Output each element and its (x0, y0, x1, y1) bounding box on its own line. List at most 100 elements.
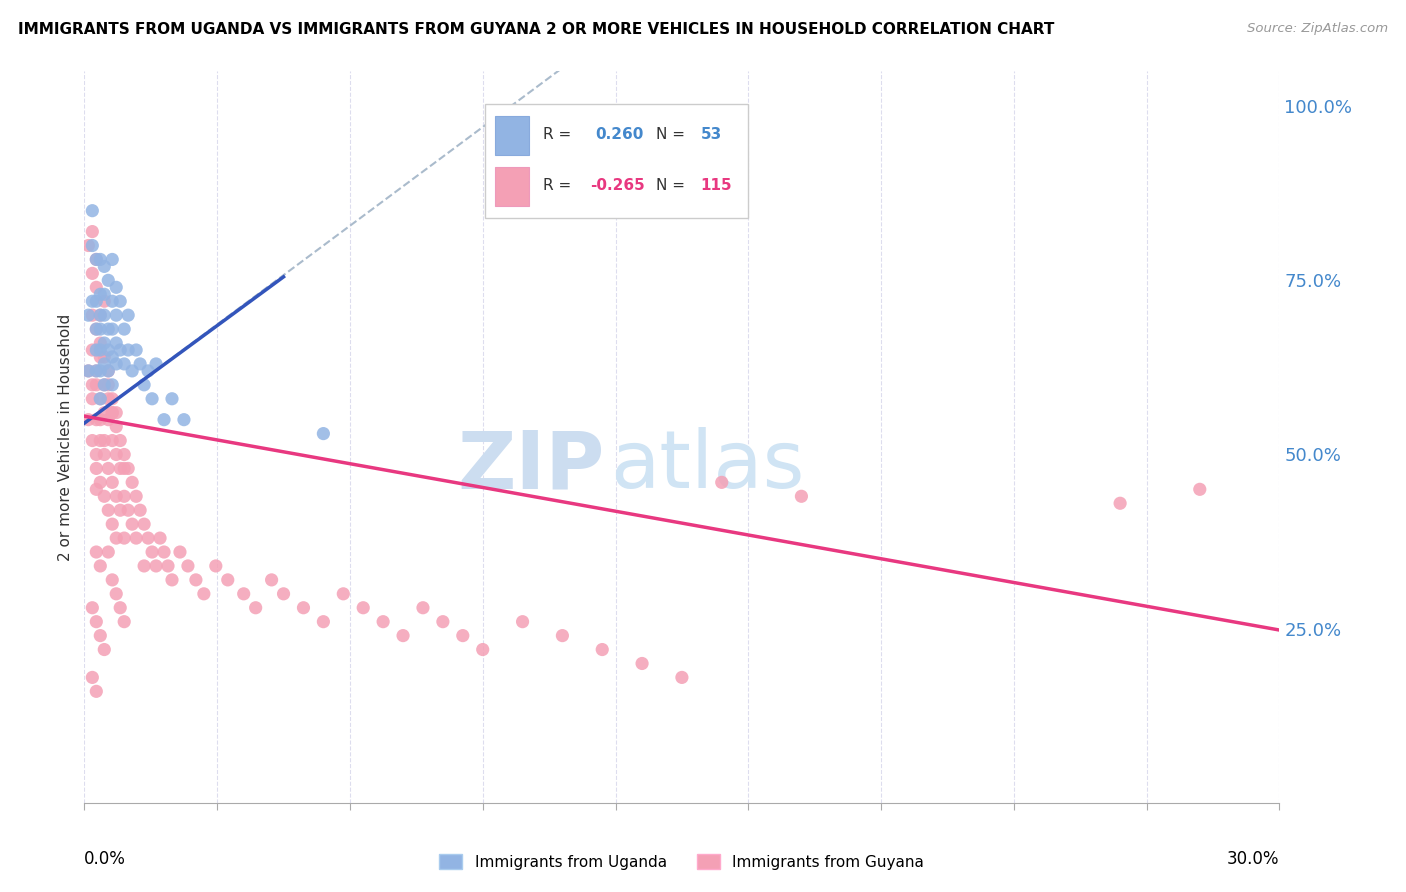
Point (232, 587, 254, 601)
Point (373, 615, 395, 629)
Point (121, 475, 143, 490)
Point (89, 558, 111, 573)
Point (82, 343, 104, 357)
Point (169, 545, 191, 559)
Point (292, 600, 315, 615)
Point (132, 558, 156, 573)
Point (86, 252, 108, 267)
Point (101, 517, 124, 532)
Point (112, 357, 135, 371)
Point (89, 412, 111, 426)
Point (1109, 496, 1132, 510)
Text: ZIP: ZIP (457, 427, 605, 506)
Point (89, 252, 111, 267)
Point (97, 322, 120, 336)
Point (86, 322, 108, 336)
Point (77, 238, 100, 252)
Point (112, 615, 135, 629)
Point (112, 448, 135, 462)
Point (101, 434, 124, 448)
Point (93, 406, 115, 420)
Point (101, 406, 124, 420)
Point (132, 377, 156, 392)
Point (105, 587, 128, 601)
Point (86, 448, 108, 462)
Text: 0.0%: 0.0% (84, 850, 127, 868)
Point (110, 600, 132, 615)
Point (136, 531, 159, 545)
Point (392, 629, 415, 643)
Point (432, 615, 454, 629)
Point (149, 531, 172, 545)
Point (110, 503, 132, 517)
Point (77, 412, 100, 426)
Point (129, 503, 152, 517)
Point (97, 503, 120, 517)
Point (89, 350, 111, 364)
Point (89, 336, 111, 351)
Point (86, 364, 108, 378)
Point (93, 287, 115, 301)
Point (160, 392, 183, 406)
Point (82, 377, 104, 392)
Point (117, 461, 139, 475)
Point (121, 517, 143, 532)
Point (97, 273, 120, 287)
Point (93, 308, 115, 322)
Point (105, 489, 128, 503)
Point (112, 489, 135, 503)
Point (671, 670, 693, 684)
Point (86, 364, 108, 378)
Point (117, 343, 139, 357)
Point (117, 308, 139, 322)
Point (125, 531, 148, 545)
Point (551, 629, 574, 643)
Point (97, 412, 120, 426)
Point (101, 350, 124, 364)
Point (86, 483, 108, 497)
Point (312, 426, 335, 441)
Point (89, 629, 111, 643)
Point (125, 343, 148, 357)
Point (101, 392, 124, 406)
Point (205, 558, 228, 573)
Point (77, 364, 100, 378)
Point (82, 392, 104, 406)
Point (86, 280, 108, 294)
Point (157, 558, 180, 573)
Point (89, 322, 111, 336)
Point (141, 392, 163, 406)
Point (82, 225, 104, 239)
Point (93, 350, 115, 364)
Point (82, 308, 104, 322)
Point (86, 377, 108, 392)
Point (105, 308, 128, 322)
Point (217, 573, 239, 587)
Text: Source: ZipAtlas.com: Source: ZipAtlas.com (1247, 22, 1388, 36)
Point (110, 294, 132, 309)
Point (471, 642, 494, 657)
Point (86, 343, 108, 357)
Point (412, 600, 434, 615)
Point (97, 377, 120, 392)
Point (105, 531, 128, 545)
Point (184, 573, 207, 587)
Text: IMMIGRANTS FROM UGANDA VS IMMIGRANTS FROM GUYANA 2 OR MORE VEHICLES IN HOUSEHOLD: IMMIGRANTS FROM UGANDA VS IMMIGRANTS FRO… (18, 22, 1054, 37)
Point (1188, 483, 1211, 497)
Point (101, 406, 124, 420)
Point (101, 475, 124, 490)
Point (112, 322, 135, 336)
Point (93, 489, 115, 503)
Point (93, 377, 115, 392)
Point (145, 558, 167, 573)
Point (89, 308, 111, 322)
Point (352, 600, 374, 615)
Point (97, 343, 120, 357)
Point (245, 600, 267, 615)
Point (153, 545, 176, 559)
Point (86, 294, 108, 309)
Point (97, 392, 120, 406)
Point (105, 406, 128, 420)
Point (141, 545, 163, 559)
Point (97, 461, 120, 475)
